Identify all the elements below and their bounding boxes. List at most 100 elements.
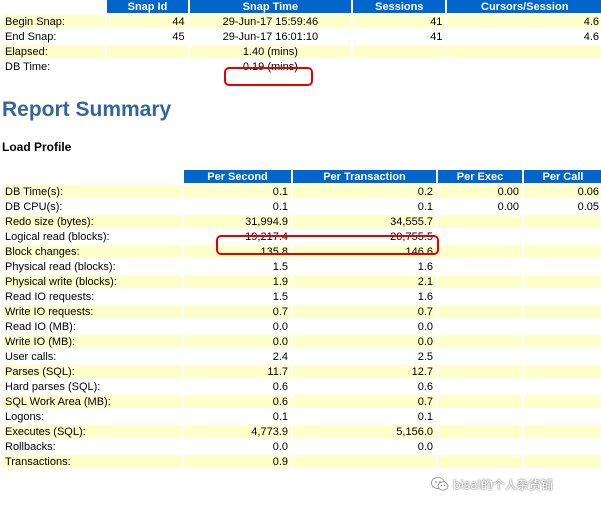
snap-row-label: Begin Snap: <box>2 15 106 28</box>
cursors-cell: 4.6 <box>447 15 601 28</box>
per-second-cell: 0.1 <box>184 410 291 423</box>
per-exec-cell <box>438 230 522 243</box>
per-transaction-cell: 0.7 <box>293 395 436 408</box>
per-call-cell <box>524 425 601 438</box>
cursors-cell: 4.6 <box>447 30 601 43</box>
per-second-cell: 0.9 <box>184 455 291 468</box>
metric-label: Physical write (blocks): <box>2 275 182 288</box>
snap-row-label: End Snap: <box>2 30 106 43</box>
snap-time-cell: 29-Jun-17 15:59:46 <box>189 15 352 28</box>
sessions-cell <box>353 45 446 58</box>
per-exec-cell <box>438 380 522 393</box>
per-call-cell <box>524 335 601 348</box>
per-exec-cell <box>438 320 522 333</box>
per-transaction-cell: 0.1 <box>293 410 436 423</box>
load-profile-row: Read IO requests: 1.5 1.6 <box>2 290 601 303</box>
wechat-icon <box>431 477 449 491</box>
per-transaction-cell: 0.2 <box>293 185 436 198</box>
load-profile-row: Redo size (bytes): 31,994.9 34,555.7 <box>2 215 601 228</box>
per-exec-cell <box>438 440 522 453</box>
per-exec-cell <box>438 245 522 258</box>
snap-header-row: Snap Id Snap Time Sessions Cursors/Sessi… <box>2 0 601 13</box>
per-exec-cell: 0.00 <box>438 200 522 213</box>
metric-label: User calls: <box>2 350 182 363</box>
per-call-cell <box>524 215 601 228</box>
per-second-cell: 0.0 <box>184 335 291 348</box>
load-profile-title: Load Profile <box>2 140 72 154</box>
lp-header-per-call: Per Call <box>524 170 601 183</box>
snap-time-cell: 29-Jun-17 16:01:10 <box>189 30 352 43</box>
per-exec-cell <box>438 455 522 468</box>
per-exec-cell <box>438 290 522 303</box>
per-exec-cell <box>438 425 522 438</box>
per-call-cell <box>524 305 601 318</box>
load-profile-row: Write IO requests: 0.7 0.7 <box>2 305 601 318</box>
metric-label: Transactions: <box>2 455 182 468</box>
per-call-cell <box>524 275 601 288</box>
report-summary-title: Report Summary <box>2 98 172 121</box>
load-profile-row: Logons: 0.1 0.1 <box>2 410 601 423</box>
per-call-cell <box>524 320 601 333</box>
per-call-cell: 0.06 <box>524 185 601 198</box>
snap-header-snap-id: Snap Id <box>107 0 188 13</box>
per-second-cell: 1.9 <box>184 275 291 288</box>
per-second-cell: 0.7 <box>184 305 291 318</box>
per-exec-cell <box>438 305 522 318</box>
per-transaction-cell: 0.7 <box>293 305 436 318</box>
metric-label: Rollbacks: <box>2 440 182 453</box>
per-call-cell <box>524 230 601 243</box>
per-transaction-cell <box>293 455 436 468</box>
per-transaction-cell: 1.6 <box>293 290 436 303</box>
metric-label: Parses (SQL): <box>2 365 182 378</box>
per-exec-cell <box>438 365 522 378</box>
lp-header-per-second: Per Second <box>184 170 291 183</box>
snap-row-label: DB Time: <box>2 60 106 73</box>
metric-label: Physical read (blocks): <box>2 260 182 273</box>
per-second-cell: 0.6 <box>184 395 291 408</box>
load-profile-row: Physical read (blocks): 1.5 1.6 <box>2 260 601 273</box>
snap-row: End Snap: 45 29-Jun-17 16:01:10 41 4.6 <box>2 30 601 43</box>
metric-label: Write IO (MB): <box>2 335 182 348</box>
lp-header-per-exec: Per Exec <box>438 170 522 183</box>
per-second-cell: 31,994.9 <box>184 215 291 228</box>
per-call-cell <box>524 365 601 378</box>
per-exec-cell <box>438 335 522 348</box>
snap-id-cell <box>107 45 188 58</box>
per-transaction-cell: 0.0 <box>293 335 436 348</box>
load-profile-table-body: Per Second Per Transaction Per Exec Per … <box>2 170 601 468</box>
load-profile-row: DB Time(s): 0.1 0.2 0.00 0.06 <box>2 185 601 198</box>
metric-label: Executes (SQL): <box>2 425 182 438</box>
per-transaction-cell: 0.6 <box>293 380 436 393</box>
per-call-cell <box>524 245 601 258</box>
load-profile-row: Logical read (blocks): 19,217.4 20,755.5 <box>2 230 601 243</box>
snap-time-cell: 1.40 (mins) <box>189 45 352 58</box>
cursors-cell <box>447 45 601 58</box>
per-second-cell: 1.5 <box>184 290 291 303</box>
per-transaction-cell: 2.1 <box>293 275 436 288</box>
lp-header-per-transaction: Per Transaction <box>293 170 436 183</box>
sessions-cell: 41 <box>353 30 446 43</box>
load-profile-row: Transactions: 0.9 <box>2 455 601 468</box>
metric-label: Hard parses (SQL): <box>2 380 182 393</box>
per-call-cell: 0.05 <box>524 200 601 213</box>
metric-label: Write IO requests: <box>2 305 182 318</box>
per-call-cell <box>524 455 601 468</box>
per-exec-cell <box>438 260 522 273</box>
load-profile-header-row: Per Second Per Transaction Per Exec Per … <box>2 170 601 183</box>
sessions-cell: 41 <box>353 15 446 28</box>
per-second-cell: 11.7 <box>184 365 291 378</box>
snap-header-snap-time: Snap Time <box>189 0 352 13</box>
per-second-cell: 4,773.9 <box>184 425 291 438</box>
per-exec-cell <box>438 215 522 228</box>
lp-header-blank <box>2 170 182 183</box>
per-call-cell <box>524 380 601 393</box>
metric-label: DB CPU(s): <box>2 200 182 213</box>
per-transaction-cell: 0.1 <box>293 200 436 213</box>
metric-label: Read IO (MB): <box>2 320 182 333</box>
per-exec-cell <box>438 395 522 408</box>
snap-header-blank <box>2 0 106 13</box>
metric-label: Block changes: <box>2 245 182 258</box>
metric-label: Logical read (blocks): <box>2 230 182 243</box>
per-call-cell <box>524 410 601 423</box>
snap-row: Elapsed: 1.40 (mins) <box>2 45 601 58</box>
